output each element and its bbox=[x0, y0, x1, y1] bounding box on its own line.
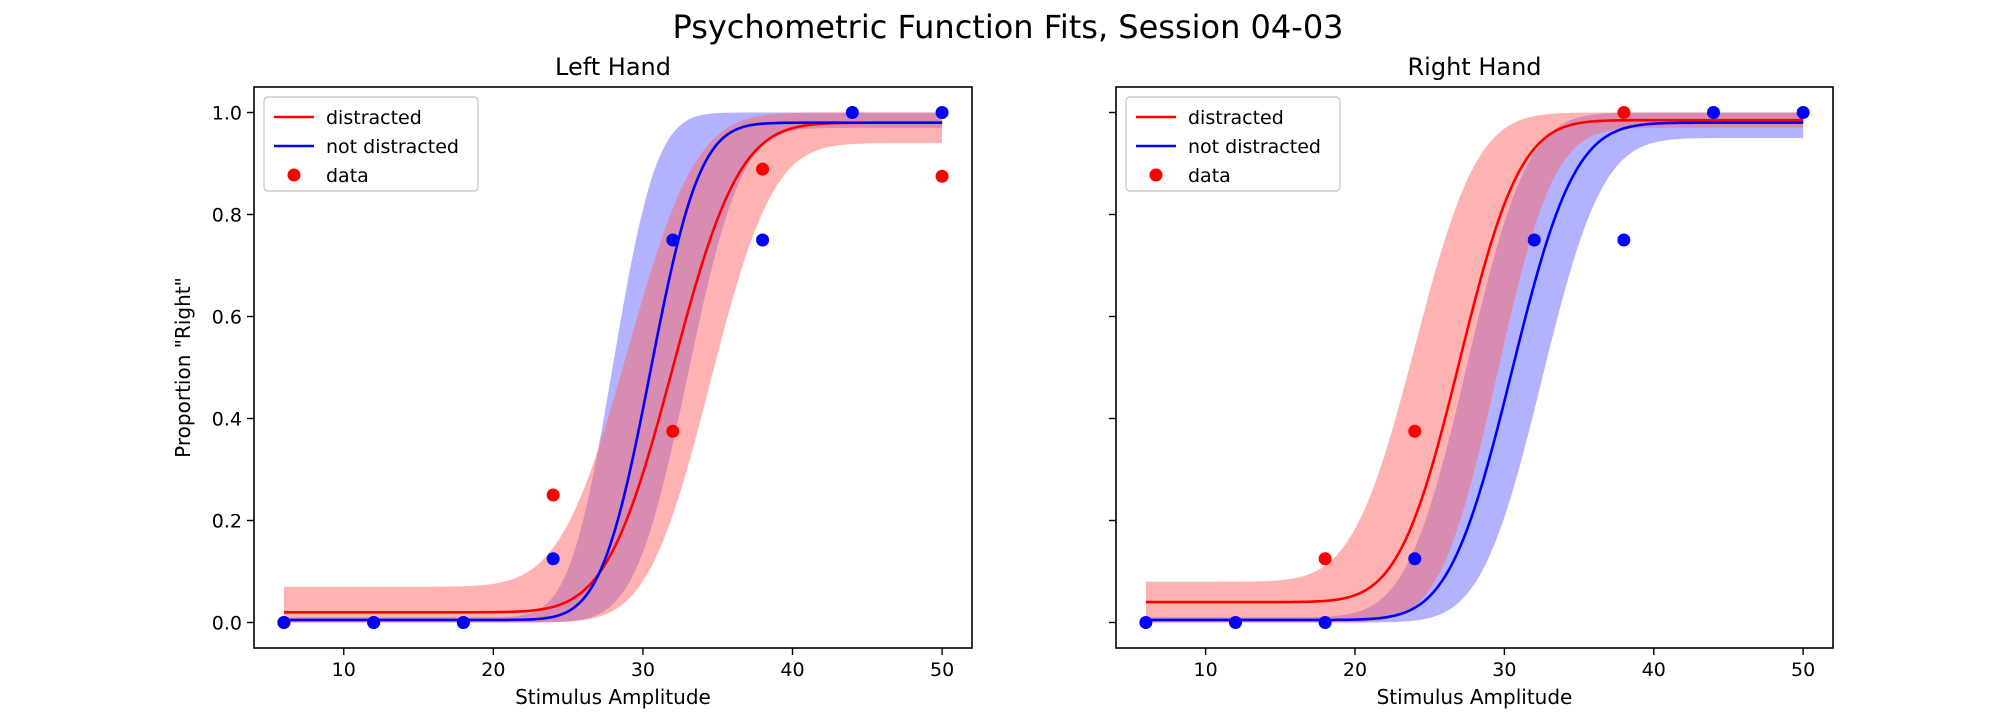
y-tick-label: 0.4 bbox=[212, 409, 242, 431]
y-tick-label: 0.6 bbox=[212, 307, 242, 329]
legend-box bbox=[263, 96, 479, 192]
not-distracted-data-point bbox=[367, 616, 381, 629]
not-distracted-confidence-band bbox=[283, 112, 943, 623]
legend: distracted not distracted data bbox=[263, 96, 479, 192]
not-distracted-data-point bbox=[1318, 616, 1332, 629]
x-tick-label: 40 bbox=[1642, 659, 1666, 681]
not-distracted-data-point bbox=[666, 233, 680, 247]
x-tick-label: 30 bbox=[631, 659, 655, 681]
x-tick-label: 50 bbox=[930, 659, 954, 681]
y-tick-label: 0.0 bbox=[212, 613, 242, 635]
y-axis-label: Proportion "Right" bbox=[171, 277, 195, 458]
plot-area bbox=[1145, 112, 1804, 623]
figure-title: Psychometric Function Fits, Session 04-0… bbox=[672, 8, 1343, 46]
y-tick-label: 1.0 bbox=[212, 103, 242, 125]
distracted-fit-line bbox=[1145, 118, 1804, 604]
not-distracted-data-point bbox=[1707, 106, 1720, 119]
panel-right-hand: 10 20 30 40 50 Right Hand Stimulus Amplitude di… bbox=[1109, 53, 1834, 709]
legend-label-distracted: distracted bbox=[1188, 107, 1284, 129]
not-distracted-data-point bbox=[456, 616, 470, 629]
not-distracted-data-point bbox=[935, 106, 949, 119]
not-distracted-data-point bbox=[1229, 616, 1242, 629]
legend-swatch-data bbox=[287, 168, 301, 182]
panel-title: Left Hand bbox=[555, 53, 671, 81]
legend: distracted not distracted data bbox=[1125, 96, 1341, 192]
panel-title: Right Hand bbox=[1407, 53, 1541, 81]
distracted-confidence-band bbox=[1145, 112, 1804, 623]
not-distracted-fit-line bbox=[283, 121, 943, 622]
x-tick-label: 40 bbox=[780, 659, 804, 681]
x-tick-label: 10 bbox=[1194, 659, 1218, 681]
x-tick-label: 10 bbox=[332, 659, 356, 681]
distracted-data-point bbox=[1617, 106, 1631, 119]
not-distracted-data-point bbox=[1617, 233, 1631, 247]
not-distracted-fit-line bbox=[1145, 121, 1804, 622]
legend-label-data: data bbox=[326, 165, 369, 187]
x-axis-label: Stimulus Amplitude bbox=[515, 685, 711, 709]
not-distracted-data-point bbox=[845, 106, 859, 119]
legend-label-data: data bbox=[1188, 165, 1231, 187]
legend-label-not-distracted: not distracted bbox=[326, 136, 459, 158]
distracted-data-point bbox=[935, 169, 949, 183]
not-distracted-data-point bbox=[756, 233, 770, 247]
distracted-data-point bbox=[756, 162, 770, 176]
not-distracted-data-point bbox=[1408, 552, 1422, 566]
distracted-confidence-band bbox=[283, 112, 943, 623]
y-tick-label: 0.8 bbox=[212, 205, 242, 227]
distracted-data-point bbox=[666, 424, 680, 438]
legend-label-distracted: distracted bbox=[326, 107, 422, 129]
not-distracted-data-point bbox=[277, 616, 291, 629]
distracted-data-point bbox=[1408, 424, 1422, 438]
not-distracted-data-point bbox=[1796, 106, 1810, 119]
legend-label-not-distracted: not distracted bbox=[1188, 136, 1321, 158]
panels: 10 20 30 40 50 0.0 0.2 0.4 0.6 0.8 1.0 Left Hand Sti… bbox=[171, 53, 1834, 709]
plot-area bbox=[283, 112, 943, 623]
x-tick-label: 20 bbox=[1343, 659, 1367, 681]
axes-frame bbox=[253, 86, 973, 649]
legend-box bbox=[1125, 96, 1341, 192]
distracted-data-point bbox=[546, 488, 560, 502]
x-axis-label: Stimulus Amplitude bbox=[1377, 685, 1573, 709]
not-distracted-data-point bbox=[1527, 233, 1541, 247]
x-tick-label: 50 bbox=[1791, 659, 1815, 681]
distracted-data-point bbox=[1318, 552, 1332, 566]
axes-frame bbox=[1115, 86, 1834, 649]
x-tick-label: 20 bbox=[481, 659, 505, 681]
not-distracted-data-point bbox=[546, 552, 560, 566]
panel-left-hand: 10 20 30 40 50 0.0 0.2 0.4 0.6 0.8 1.0 Left Hand Sti… bbox=[171, 53, 973, 709]
y-tick-label: 0.2 bbox=[212, 511, 242, 533]
not-distracted-data-point bbox=[1139, 616, 1153, 629]
x-tick-label: 30 bbox=[1492, 659, 1516, 681]
legend-swatch-data bbox=[1149, 168, 1163, 182]
